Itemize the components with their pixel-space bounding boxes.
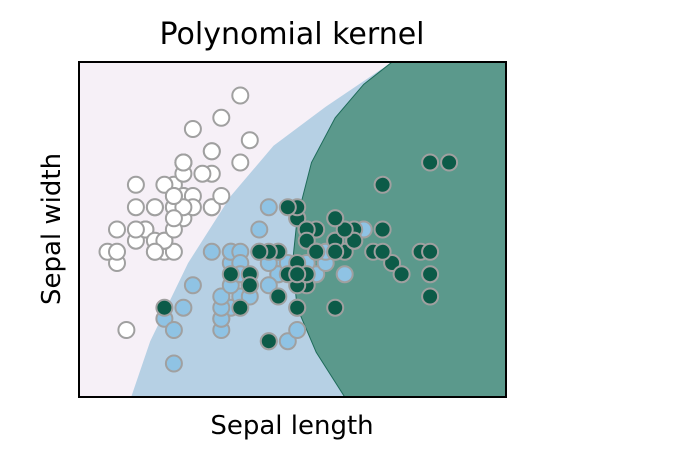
data-point (250, 242, 269, 261)
data-point (326, 209, 345, 228)
data-point (259, 276, 278, 295)
data-point (335, 220, 354, 239)
data-point (183, 276, 202, 295)
data-point (221, 265, 240, 284)
data-point (392, 265, 411, 284)
data-point (126, 220, 145, 239)
data-point (164, 209, 183, 228)
data-point (231, 298, 250, 317)
data-point (174, 298, 193, 317)
data-point (202, 142, 221, 161)
data-point (212, 187, 231, 205)
data-point (421, 153, 440, 172)
data-point (373, 242, 392, 261)
data-point (212, 108, 231, 127)
data-point (164, 321, 183, 339)
data-point (155, 298, 174, 317)
decision-regions (79, 62, 506, 397)
data-point (212, 287, 231, 306)
data-point (202, 198, 221, 217)
data-point (145, 242, 164, 261)
region-class-2 (292, 62, 506, 397)
data-point (145, 198, 164, 217)
data-point (259, 332, 278, 351)
chart-title: Polynomial kernel (159, 17, 424, 52)
data-points (98, 86, 459, 373)
data-point (240, 131, 259, 150)
data-point (174, 153, 193, 172)
data-point (373, 175, 392, 194)
data-point (383, 254, 402, 272)
data-point (202, 242, 221, 261)
data-point (288, 265, 307, 284)
region-class-0 (79, 62, 393, 397)
data-point (183, 120, 202, 138)
plot-area (78, 61, 507, 398)
data-point (231, 153, 250, 172)
data-point (278, 332, 297, 351)
data-point (126, 175, 145, 194)
data-point (250, 220, 269, 239)
data-point (193, 164, 212, 183)
data-point (326, 242, 345, 261)
data-point (373, 220, 392, 239)
data-point (231, 86, 250, 105)
data-point (164, 187, 183, 205)
plot-frame (78, 61, 507, 398)
data-point (108, 242, 126, 261)
data-point (108, 220, 126, 239)
data-point (117, 321, 136, 339)
data-point (335, 265, 354, 284)
data-point (288, 321, 307, 339)
data-point (155, 175, 174, 194)
y-axis-label: Sepal width (37, 153, 67, 305)
data-point (164, 354, 183, 373)
data-point (259, 198, 278, 217)
data-point (240, 276, 259, 295)
data-point (288, 298, 307, 317)
data-point (326, 298, 345, 317)
data-point (126, 198, 145, 217)
data-point (345, 231, 364, 250)
data-point (269, 287, 288, 306)
data-point (278, 198, 297, 217)
data-point (421, 287, 440, 306)
data-point (307, 242, 326, 261)
data-point (440, 153, 459, 172)
data-point (421, 242, 440, 261)
data-point (421, 265, 440, 284)
x-axis-label: Sepal length (210, 411, 373, 441)
